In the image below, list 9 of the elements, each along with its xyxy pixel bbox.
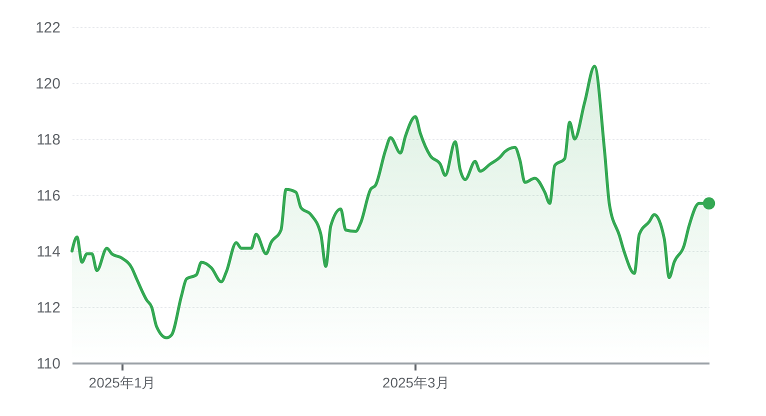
y-tick-label: 118	[36, 132, 60, 148]
y-tick-label: 114	[36, 244, 60, 260]
y-tick-label: 120	[35, 76, 60, 92]
y-tick-label: 122	[35, 20, 60, 36]
y-tick-label: 116	[36, 188, 60, 204]
y-tick-label: 112	[36, 300, 60, 316]
y-tick-label: 110	[36, 356, 60, 372]
x-tick-label: 2025年1月	[88, 374, 156, 390]
x-tick-label: 2025年3月	[382, 374, 450, 390]
